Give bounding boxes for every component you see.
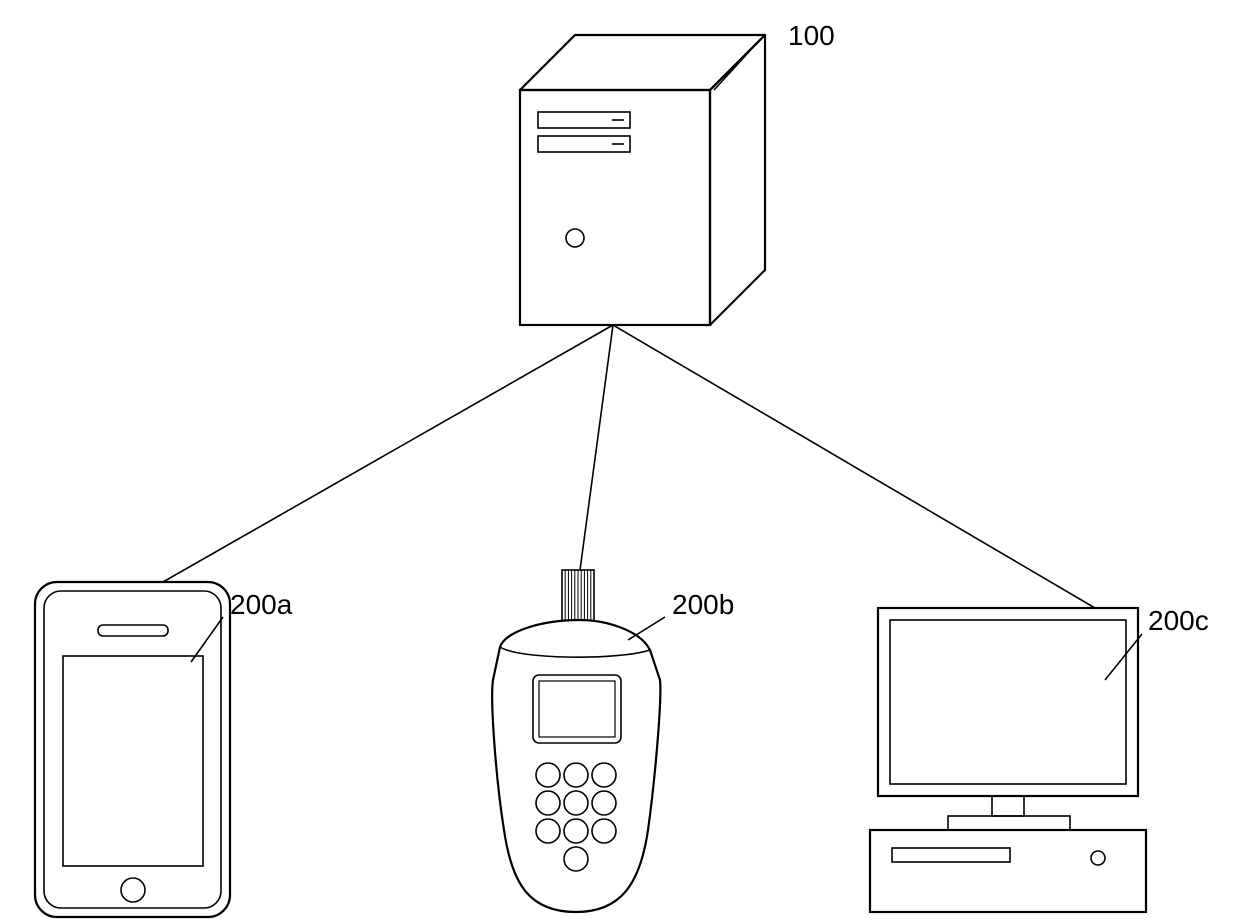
handheld: 200b bbox=[492, 570, 734, 912]
handheld-label: 200b bbox=[672, 589, 734, 620]
desktop: 200c bbox=[870, 605, 1209, 912]
smartphone: 200a bbox=[35, 582, 293, 917]
server: 100 bbox=[520, 20, 835, 325]
desktop-label: 200c bbox=[1148, 605, 1209, 636]
connection-lines bbox=[163, 325, 1095, 608]
server-label: 100 bbox=[788, 20, 835, 51]
smartphone-label: 200a bbox=[230, 589, 293, 620]
